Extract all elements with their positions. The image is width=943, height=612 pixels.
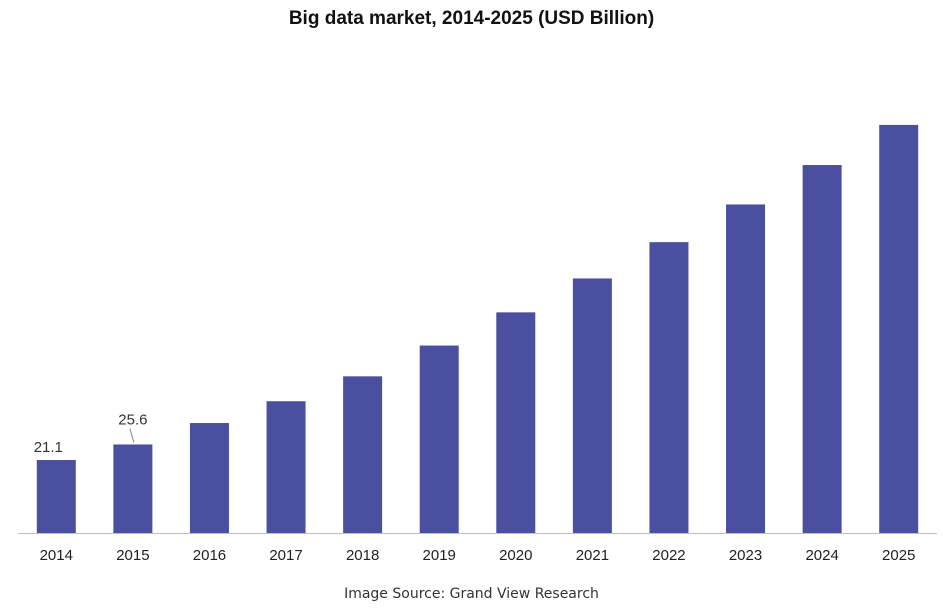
bar-2023 [726, 204, 766, 534]
x-tick-2017: 2017 [269, 547, 302, 564]
data-label-2015: 25.6 [118, 411, 147, 428]
data-labels-group: 21.1 25.6 [34, 411, 148, 456]
bar-2015 [113, 444, 153, 533]
chart-title: Big data market, 2014-2025 (USD Billion) [288, 8, 655, 29]
x-tick-2014: 2014 [40, 547, 73, 564]
bar-2016 [189, 423, 229, 533]
bar-2014 [36, 460, 76, 533]
bar-2018 [343, 376, 383, 533]
source-note: Image Source: Grand View Research [344, 586, 599, 602]
x-tick-labels: 2014 2015 2016 2017 2018 2019 2020 2021 2022 2023… [40, 547, 916, 564]
x-tick-2025: 2025 [882, 547, 915, 564]
bars-group [36, 124, 919, 534]
x-tick-2016: 2016 [193, 547, 226, 564]
bar-2025 [879, 124, 919, 534]
bar-2019 [419, 345, 459, 533]
bar-2017 [266, 401, 306, 533]
bar-2021 [572, 278, 612, 533]
x-tick-2015: 2015 [116, 547, 149, 564]
bar-2024 [802, 165, 842, 534]
x-tick-2022: 2022 [652, 547, 685, 564]
x-tick-2021: 2021 [576, 547, 609, 564]
x-tick-2018: 2018 [346, 547, 379, 564]
x-tick-2024: 2024 [805, 547, 838, 564]
x-tick-2019: 2019 [423, 547, 456, 564]
x-tick-2020: 2020 [499, 547, 532, 564]
x-tick-2023: 2023 [729, 547, 762, 564]
bar-2022 [649, 242, 689, 533]
bar-2020 [496, 312, 536, 533]
data-label-leader-2015 [129, 428, 135, 443]
data-label-2014: 21.1 [34, 439, 63, 456]
